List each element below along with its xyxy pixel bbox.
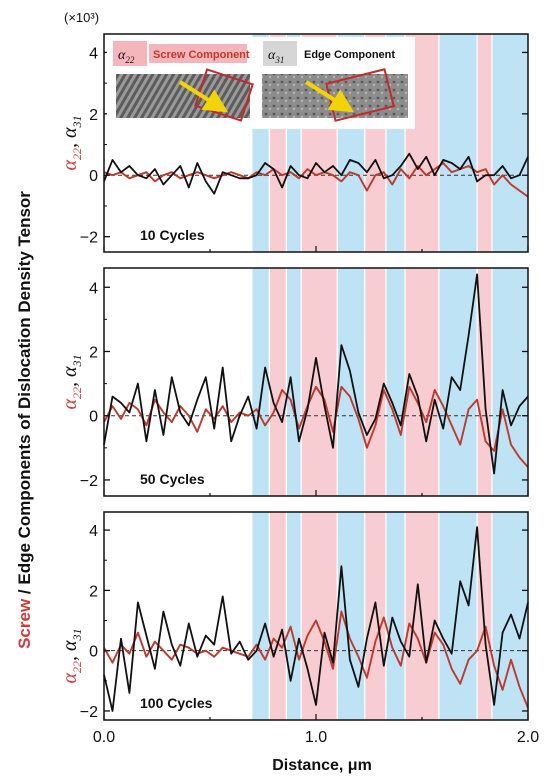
x-tick-label: 0.0 [93,729,115,746]
panels: −2 0 2 4 10 Cycles α22, α31 −2 0 2 4 50 Cycles α22,… [59,33,539,746]
panel-y-label: α22, α31 [59,355,84,410]
cycle-label: 100 Cycles [140,695,213,711]
band-pink [405,268,439,496]
y-tick-label: 0 [89,168,98,185]
y-tick-label: −2 [80,230,98,247]
band-blue [286,268,302,496]
band-blue [252,512,270,720]
y-tick-label: 0 [89,644,98,661]
band-blue [286,512,302,720]
y-tick-label: −2 [80,704,98,721]
series-line-edge [103,273,529,475]
y-tick-label: 2 [89,583,98,600]
band-blue [252,268,270,496]
series-line-screw [103,610,529,709]
legend-screw-symbol: α22 [118,48,135,65]
band-pink [477,34,492,252]
band-blue [385,512,406,720]
series-line-edge [103,526,529,712]
band-pink [269,268,287,496]
y-axis-label-screw: Screw [15,598,34,649]
y-tick-label: 2 [89,107,98,124]
legend-edge-symbol: α31 [268,48,284,65]
y-tick-label: 4 [89,280,98,297]
band-blue [491,34,528,252]
cycle-label: 10 Cycles [140,227,205,243]
series-line-edge [103,152,529,195]
y-tick-label: 0 [89,409,98,426]
legend-edge-label: Edge Component [304,49,395,61]
panel-3: −2 0 2 4 0.0 1.0 2.0 100 Cycles α22, α31 [59,511,539,746]
x-tick-label: 2.0 [517,729,539,746]
panel-y-label: α22, α31 [59,116,84,171]
band-blue [438,34,478,252]
inset-screw-image [116,68,254,122]
inset-edge-image [262,68,408,122]
band-pink [364,512,386,720]
band-pink [364,268,386,496]
band-pink [269,512,287,720]
y-tick-label: 4 [89,523,98,540]
series-line-screw [103,385,529,468]
band-blue [337,268,365,496]
cycle-label: 50 Cycles [140,471,205,487]
legend: α22 Screw Component α31 Edge Component [107,37,415,129]
band-blue [438,512,478,720]
band-pink [301,512,338,720]
legend-screw-label: Screw Component [153,49,250,61]
band-blue [491,268,528,496]
y-axis-label-rest: / Edge Components of Dislocation Density… [15,191,34,599]
band-pink [301,268,338,496]
legend-screw-swatch [113,41,147,66]
y-tick-label: 4 [89,45,98,62]
legend-screw-label-bg [149,44,247,63]
y-tick-label: 2 [89,344,98,361]
y-tick-label: −2 [80,473,98,490]
series-line-screw [103,162,529,198]
panel-y-label: α22, α31 [59,629,84,684]
y-axis-label: Screw / Edge Components of Dislocation D… [15,191,34,649]
scale-label: (×10³) [64,10,99,25]
x-tick-label: 1.0 [305,729,327,746]
panel-2: −2 0 2 4 50 Cycles α22, α31 [59,267,529,497]
band-pink [477,512,492,720]
band-blue [337,512,365,720]
band-blue [438,268,478,496]
legend-edge-swatch [263,41,297,66]
band-blue [385,268,406,496]
x-axis-label: Distance, μm [272,757,372,774]
